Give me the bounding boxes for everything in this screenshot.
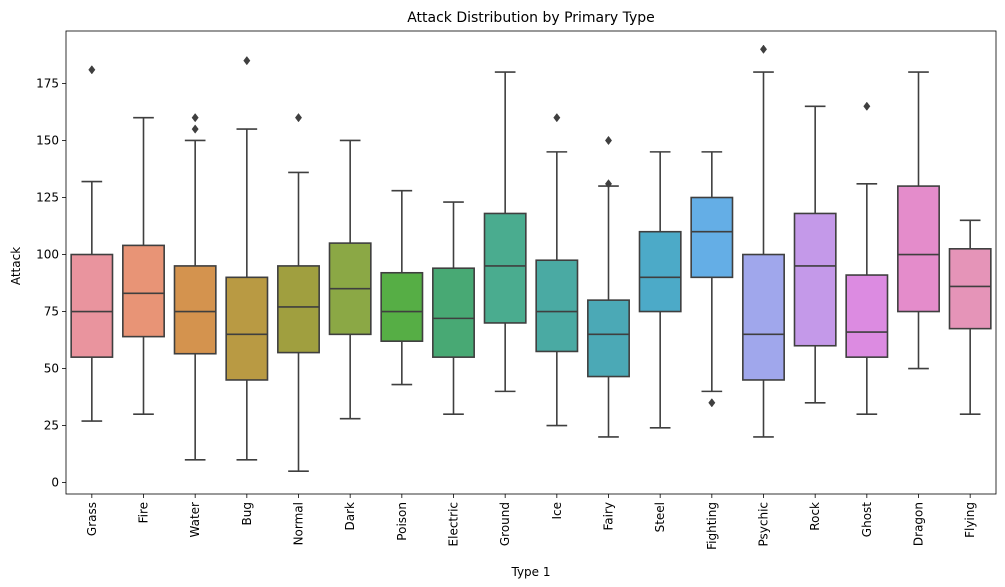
x-tick-label: Psychic [757, 502, 771, 547]
y-tick-label: 100 [36, 248, 59, 262]
y-tick-label: 125 [36, 190, 59, 204]
x-tick-label: Electric [447, 502, 461, 546]
box-bug [225, 56, 269, 461]
outlier-point [191, 124, 199, 134]
x-tick-label: Dark [343, 502, 357, 531]
box-fighting [690, 151, 734, 408]
box-body [225, 276, 269, 381]
box-body [277, 265, 320, 354]
box-body [845, 274, 889, 358]
box-body [948, 248, 992, 330]
box-ice [535, 113, 579, 427]
y-axis: 0 25 50 75 100 125 150 175 [36, 76, 66, 490]
outlier-point [708, 398, 716, 408]
x-tick-label: Ghost [860, 502, 874, 537]
box-normal [277, 113, 320, 472]
box-body [638, 230, 682, 313]
box-body [483, 212, 527, 324]
box-fire [122, 116, 165, 415]
y-tick-label: 150 [36, 133, 59, 147]
box-rock [793, 105, 837, 404]
outlier-point [553, 113, 561, 123]
x-axis-title: Type 1 [510, 565, 550, 579]
plot-frame [65, 30, 997, 495]
x-tick-label: Fighting [705, 502, 719, 550]
box-body [122, 244, 165, 338]
outlier-point [604, 135, 613, 146]
x-tick-label: Grass [85, 502, 99, 536]
y-tick-label: 75 [44, 305, 59, 319]
plot-area [65, 30, 997, 495]
box-dragon [897, 71, 940, 370]
x-tick-label: Ground [498, 502, 512, 546]
box-body [793, 212, 837, 347]
x-tick-label: Bug [240, 502, 254, 525]
outlier-point [759, 44, 768, 54]
box-body [690, 196, 734, 279]
box-body [70, 253, 114, 358]
box-psychic [742, 44, 785, 438]
x-tick-label: Dragon [912, 502, 926, 546]
box-electric [432, 201, 475, 415]
x-tick-label: Flying [963, 502, 977, 538]
box-steel [638, 151, 682, 429]
box-fairy [587, 135, 630, 438]
outlier-point [191, 113, 199, 123]
x-tick-label: Ice [550, 502, 564, 520]
outlier-point [243, 56, 251, 66]
x-tick-label: Normal [292, 502, 306, 545]
y-tick-label: 0 [51, 476, 59, 490]
box-dark [328, 139, 372, 420]
box-body [173, 265, 217, 355]
box-ghost [845, 101, 889, 415]
outlier-point [294, 113, 303, 123]
x-tick-label: Fire [137, 502, 151, 523]
outlier-point [604, 179, 613, 189]
y-axis-title: Attack [9, 247, 23, 285]
x-tick-label: Fairy [602, 502, 616, 531]
y-tick-label: 25 [44, 419, 59, 433]
box-water [173, 113, 217, 461]
box-poison [380, 189, 424, 386]
box-ground [483, 71, 527, 393]
x-axis: Grass Fire Water Bug Normal Dark Poison Electri… [85, 494, 977, 550]
box-flying [948, 219, 992, 415]
x-tick-label: Steel [653, 502, 667, 532]
x-tick-label: Rock [808, 502, 822, 531]
x-tick-label: Poison [395, 502, 409, 541]
x-tick-label: Water [188, 502, 202, 538]
y-tick-label: 50 [44, 362, 59, 376]
box-body [587, 299, 630, 378]
outlier-point [863, 101, 871, 111]
box-body [380, 271, 424, 342]
box-body [897, 185, 940, 313]
box-body [432, 267, 475, 358]
outlier-point [88, 65, 96, 75]
box-body [535, 259, 579, 353]
chart-title: Attack Distribution by Primary Type [407, 10, 655, 26]
box-grass [70, 65, 114, 422]
y-tick-label: 175 [36, 76, 59, 90]
box-body [742, 253, 785, 381]
